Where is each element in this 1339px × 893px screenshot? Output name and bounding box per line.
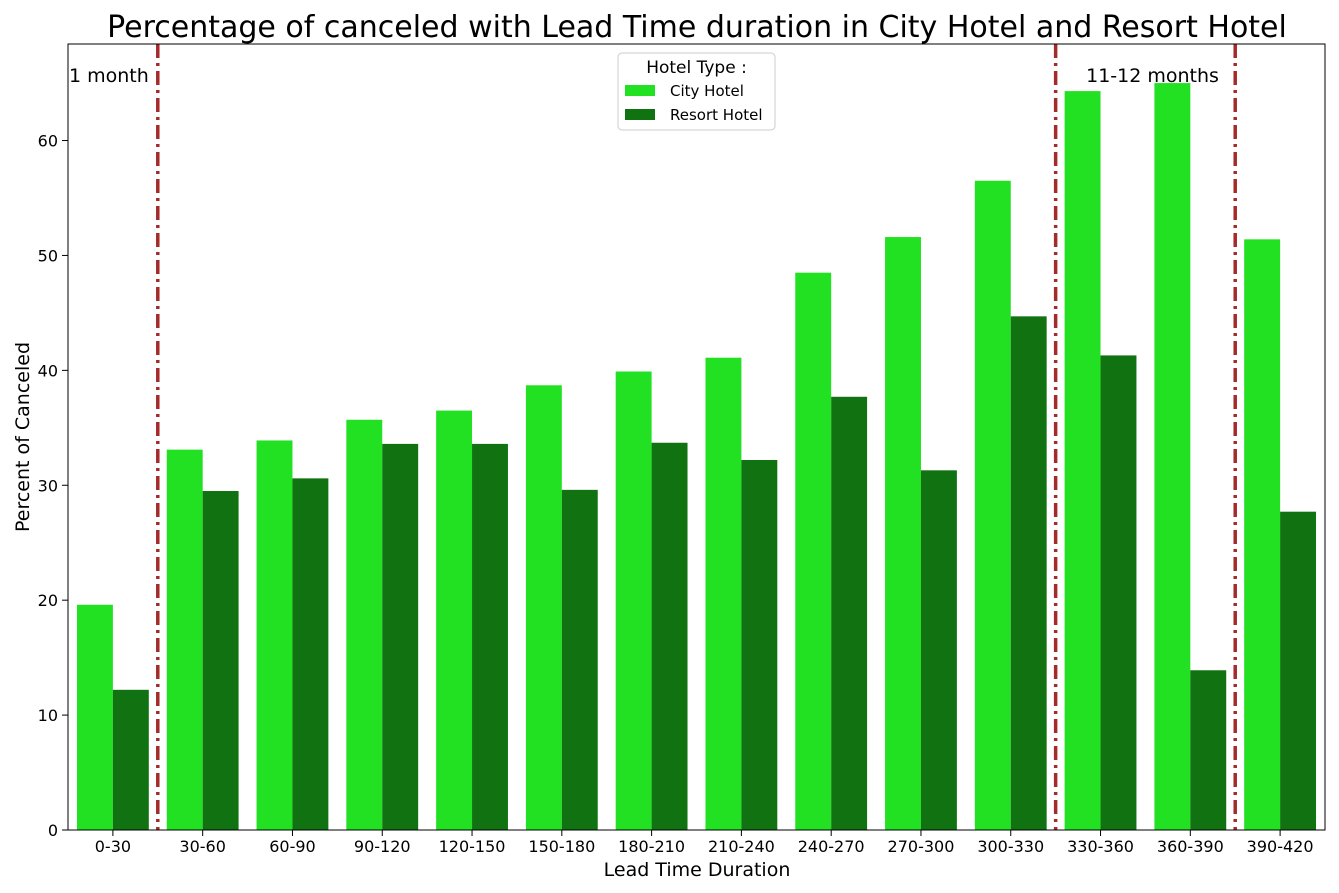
annotations: 1 month 11-12 months bbox=[69, 65, 1219, 87]
bar-resort-hotel-90-120 bbox=[382, 443, 419, 830]
bar-resort-hotel-360-390 bbox=[1190, 670, 1227, 830]
annotation-1: 1 month bbox=[69, 65, 149, 87]
bar-city-hotel-240-270 bbox=[795, 272, 832, 830]
bar-city-hotel-180-210 bbox=[615, 371, 652, 830]
reference-lines bbox=[156, 44, 1237, 830]
x-tick-label: 240-270 bbox=[798, 837, 865, 856]
legend: Hotel Type : City Hotel Resort Hotel bbox=[617, 52, 776, 131]
y-tick-label: 50 bbox=[38, 246, 58, 265]
bar-resort-hotel-120-150 bbox=[472, 443, 508, 830]
y-axis-title: Percent of Canceled bbox=[12, 342, 34, 532]
x-tick-label: 60-90 bbox=[269, 837, 316, 856]
bar-resort-hotel-300-330 bbox=[1010, 316, 1047, 831]
bar-city-hotel-210-240 bbox=[705, 357, 742, 830]
x-tick-label: 210-240 bbox=[708, 837, 775, 856]
x-tick-label: 0-30 bbox=[95, 837, 131, 856]
bar-city-hotel-60-90 bbox=[256, 440, 293, 830]
chart-title: Percentage of canceled with Lead Time du… bbox=[107, 10, 1287, 45]
bar-city-hotel-30-60 bbox=[166, 449, 203, 830]
bar-resort-hotel-60-90 bbox=[292, 478, 329, 830]
y-tick-label: 30 bbox=[38, 476, 58, 495]
y-tick-label: 20 bbox=[38, 591, 58, 610]
legend-swatch-2 bbox=[625, 109, 655, 120]
bar-city-hotel-150-180 bbox=[525, 385, 562, 830]
x-axis-title: Lead Time Duration bbox=[604, 859, 791, 881]
x-tick-label: 120-150 bbox=[439, 837, 506, 856]
legend-label-1: City Hotel bbox=[670, 82, 744, 100]
bar-city-hotel-360-390 bbox=[1154, 83, 1191, 830]
bar-city-hotel-390-420 bbox=[1244, 239, 1281, 831]
y-tick-label: 10 bbox=[38, 706, 58, 725]
x-tick-label: 270-300 bbox=[888, 837, 955, 856]
bar-city-hotel-90-120 bbox=[346, 419, 383, 830]
bar-resort-hotel-150-180 bbox=[561, 489, 598, 830]
bar-resort-hotel-270-300 bbox=[920, 470, 957, 830]
y-tick-label: 40 bbox=[38, 361, 58, 380]
annotation-2: 11-12 months bbox=[1086, 65, 1219, 87]
y-tick-label: 0 bbox=[48, 821, 58, 840]
bar-resort-hotel-390-420 bbox=[1280, 511, 1317, 830]
legend-title: Hotel Type : bbox=[646, 58, 747, 78]
x-tick-label: 300-330 bbox=[977, 837, 1044, 856]
x-tick-label: 330-360 bbox=[1067, 837, 1134, 856]
bar-resort-hotel-210-240 bbox=[741, 459, 778, 830]
x-tick-label: 360-390 bbox=[1157, 837, 1224, 856]
x-tick-label: 30-60 bbox=[179, 837, 226, 856]
x-tick-label: 180-210 bbox=[618, 837, 685, 856]
bar-resort-hotel-330-360 bbox=[1100, 355, 1137, 830]
bar-city-hotel-120-150 bbox=[436, 410, 473, 830]
bar-resort-hotel-30-60 bbox=[202, 491, 239, 830]
x-tick-label: 390-420 bbox=[1247, 837, 1314, 856]
plot-frame bbox=[67, 43, 1326, 831]
bars-layer bbox=[76, 83, 1317, 831]
legend-box bbox=[617, 52, 776, 131]
axes: 0 10 20 30 40 50 60 0-30 30-60 60-90 90-120 120-150… bbox=[38, 43, 1326, 856]
bar-city-hotel-270-300 bbox=[885, 237, 921, 831]
bar-resort-hotel-0-30 bbox=[112, 689, 149, 830]
bar-resort-hotel-180-210 bbox=[651, 442, 688, 830]
y-tick-label: 60 bbox=[38, 132, 58, 151]
bar-resort-hotel-240-270 bbox=[831, 396, 868, 830]
legend-swatch-1 bbox=[625, 85, 655, 96]
bar-city-hotel-300-330 bbox=[974, 180, 1011, 830]
x-tick-label: 90-120 bbox=[354, 837, 411, 856]
legend-label-2: Resort Hotel bbox=[670, 106, 763, 124]
x-tick-label: 150-180 bbox=[528, 837, 595, 856]
bar-city-hotel-330-360 bbox=[1064, 91, 1101, 831]
bar-city-hotel-0-30 bbox=[76, 604, 113, 830]
